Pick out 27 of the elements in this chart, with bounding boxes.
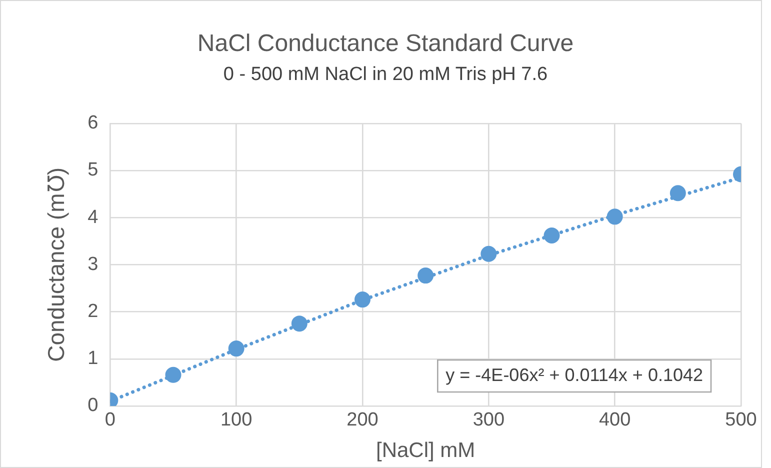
y-tick-label: 1 bbox=[88, 348, 98, 370]
x-axis-title: [NaCl] mM bbox=[376, 439, 476, 462]
chart-subtitle: 0 - 500 mM NaCl in 20 mM Tris pH 7.6 bbox=[222, 64, 549, 86]
point bbox=[480, 246, 497, 262]
x-tick-label: 400 bbox=[598, 410, 631, 431]
x-tick-label: 0 bbox=[104, 410, 116, 431]
y-tick-label: 6 bbox=[88, 112, 98, 134]
x-tick-label: 100 bbox=[220, 410, 252, 431]
y-tick-label: 0 bbox=[88, 395, 98, 416]
y-axis-title: Conductance (m℧) bbox=[43, 167, 70, 362]
chart-title: NaCl Conductance Standard Curve bbox=[196, 30, 575, 58]
y-tick-label: 4 bbox=[88, 206, 99, 228]
point bbox=[354, 292, 370, 308]
point bbox=[291, 316, 308, 332]
point bbox=[418, 268, 434, 284]
point bbox=[670, 185, 686, 202]
x-tick-label: 500 bbox=[725, 410, 757, 431]
y-tick-label: 2 bbox=[88, 301, 98, 322]
point bbox=[544, 228, 560, 244]
x-tick-label: 200 bbox=[346, 410, 378, 431]
annotation: y = -4E-06x² + 0.0114x + 0.1042 bbox=[446, 364, 704, 385]
y-tick-label: 3 bbox=[88, 254, 98, 275]
x-tick-label: 300 bbox=[472, 410, 505, 431]
point bbox=[165, 366, 182, 383]
point bbox=[228, 340, 244, 357]
point bbox=[606, 208, 623, 225]
y-tick-label: 5 bbox=[88, 160, 98, 181]
